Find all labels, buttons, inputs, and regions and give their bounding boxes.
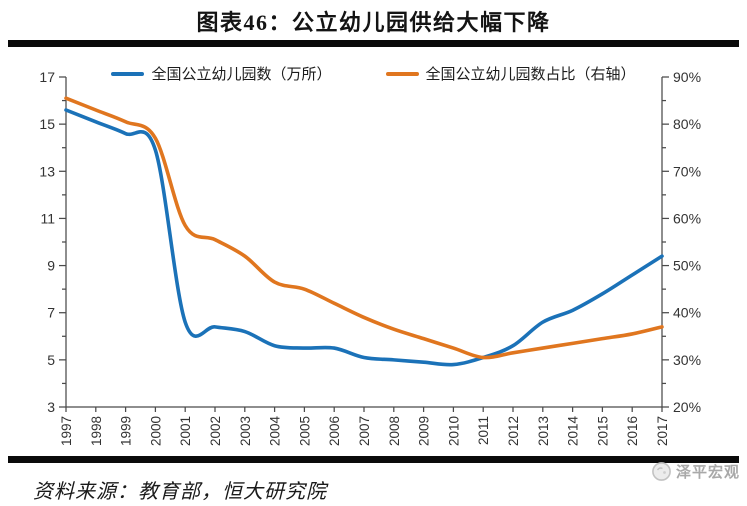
- right-axis-label: 50%: [673, 258, 701, 274]
- right-axis-label: 30%: [673, 352, 701, 368]
- right-axis-label: 40%: [673, 305, 701, 321]
- x-axis-label: 2010: [446, 416, 461, 446]
- x-axis-label: 2001: [178, 416, 193, 446]
- left-axis-label: 3: [47, 399, 55, 415]
- x-axis-label: 2012: [506, 416, 521, 446]
- legend-line-blue-icon: [111, 71, 145, 76]
- left-axis-label: 9: [47, 258, 55, 274]
- zeping-macro-watermark: 泽平宏观: [651, 461, 740, 482]
- data-line-series-1: [64, 108, 664, 367]
- x-axis-label: 1999: [119, 416, 134, 446]
- right-axis-label: 90%: [673, 69, 701, 85]
- bottom-divider-bar: [8, 456, 739, 463]
- left-axis-label: 17: [39, 69, 55, 85]
- x-axis-label: 2005: [297, 416, 312, 446]
- legend-item-public-kindergarten-count: 全国公立幼儿园数（万所）: [111, 63, 332, 84]
- source-note: 资料来源：教育部，恒大研究院: [33, 481, 327, 503]
- x-axis-label: 2013: [536, 416, 551, 446]
- x-axis-label: 2004: [268, 416, 283, 447]
- chart-legend: 全国公立幼儿园数（万所） 全国公立幼儿园数占比（右轴）: [0, 63, 747, 84]
- right-axis-label: 60%: [673, 210, 701, 226]
- x-axis-label: 2007: [357, 416, 372, 446]
- x-axis-label: 2015: [595, 416, 610, 446]
- x-axis-label: 2009: [417, 416, 432, 446]
- left-axis-label: 7: [47, 305, 55, 321]
- zeping-macro-logo-icon: [652, 462, 671, 481]
- legend-item-public-kindergarten-share: 全国公立幼儿园数占比（右轴）: [385, 63, 636, 84]
- left-axis-label: 13: [39, 163, 55, 179]
- x-axis-label: 2002: [208, 416, 223, 446]
- legend-label: 全国公立幼儿园数（万所）: [151, 66, 332, 83]
- x-axis-label: 2000: [148, 416, 163, 446]
- x-axis-label: 1998: [89, 416, 104, 446]
- x-axis-label: 2014: [566, 416, 581, 447]
- x-axis-label: 1997: [59, 416, 74, 446]
- left-axis-label: 15: [39, 116, 55, 132]
- data-line-series-2: [64, 96, 664, 360]
- x-axis-label: 2008: [387, 416, 402, 446]
- watermark-text: 泽平宏观: [675, 464, 740, 481]
- x-axis-label: 2017: [655, 416, 670, 446]
- left-axis-label: 11: [40, 210, 55, 226]
- right-axis-label: 20%: [673, 399, 701, 415]
- right-axis-label: 70%: [673, 163, 701, 179]
- top-divider-bar: [8, 40, 739, 47]
- x-axis-label: 2016: [625, 416, 640, 446]
- x-axis-label: 2003: [238, 416, 253, 446]
- legend-line-orange-icon: [385, 71, 419, 76]
- x-axis-label: 2006: [327, 416, 342, 446]
- legend-label: 全国公立幼儿园数占比（右轴）: [425, 66, 636, 83]
- left-axis-label: 5: [47, 352, 55, 368]
- line-chart: 3 5 7 9 11 13 15 17 20% 30% 40% 50% 60% 70% 80% 90% 1997…: [39, 69, 701, 447]
- chart-title: 图表46：公立幼儿园供给大幅下降: [196, 10, 551, 35]
- right-axis-label: 80%: [673, 116, 701, 132]
- x-axis-label: 2011: [476, 416, 491, 445]
